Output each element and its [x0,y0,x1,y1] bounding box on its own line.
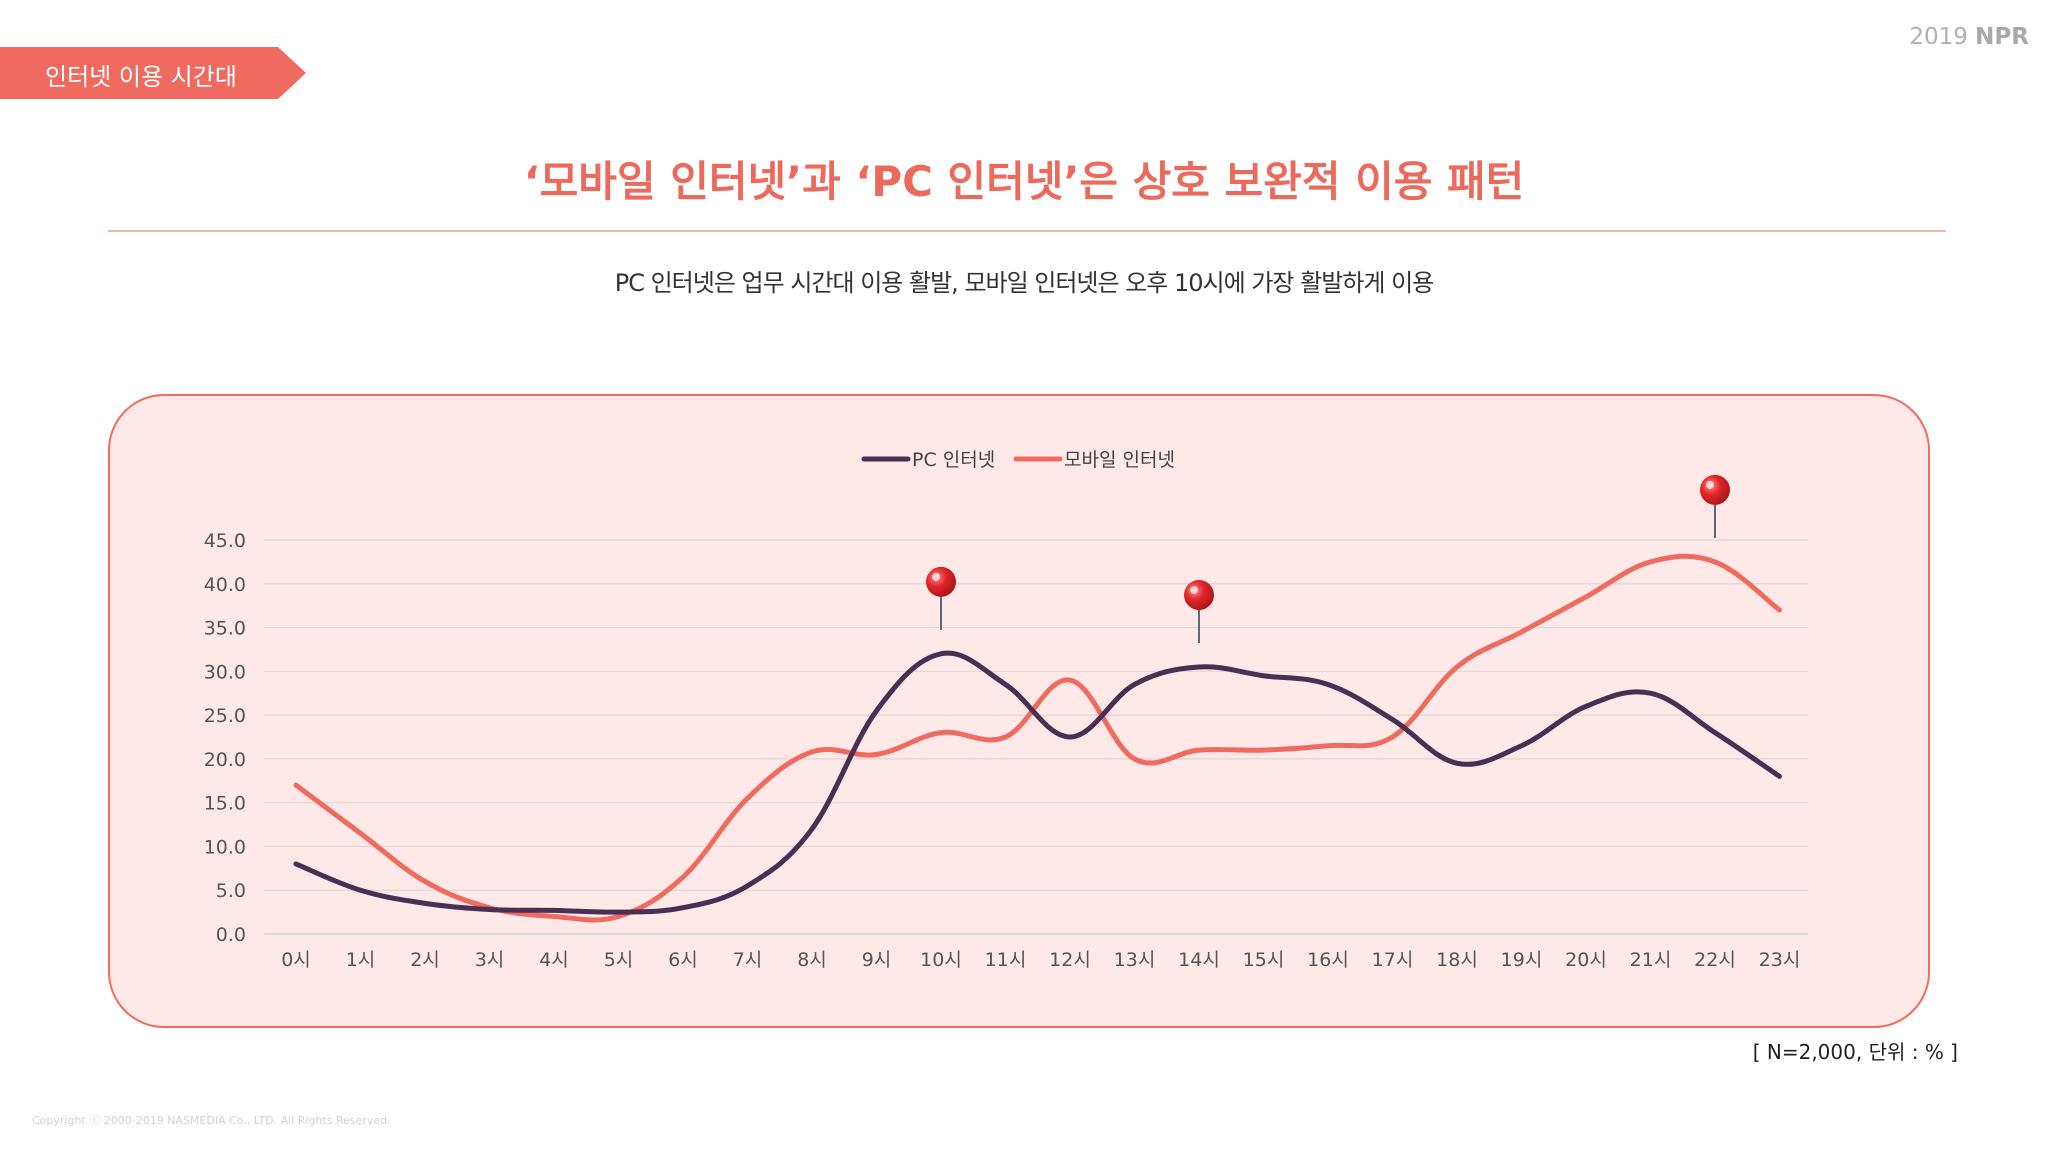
x-tick-label: 6시 [668,949,698,971]
brand-name: NPR [1975,24,2029,50]
legend: PC 인터넷 모바일 인터넷 [861,449,1175,471]
x-tick-label: 1시 [346,949,376,971]
brand-label: 2019 NPR [1909,24,2029,50]
x-tick-label: 5시 [604,949,634,971]
copyright: Copyright ⓒ 2000-2019 NASMEDIA Co., LTD.… [32,1114,391,1127]
series-layer [293,553,1782,923]
y-tick-label: 15.0 [204,793,246,815]
y-tick-label: 35.0 [204,618,246,640]
map-pin-icon [926,566,956,597]
page-subtitle: PC 인터넷은 업무 시간대 이용 활발, 모바일 인터넷은 오후 10시에 가… [614,269,1435,297]
x-tick-label: 15시 [1243,949,1285,971]
title-divider [108,230,1946,232]
x-tick-label: 11시 [985,949,1027,971]
x-tick-label: 9시 [862,949,892,971]
x-tick-label: 4시 [539,949,569,971]
x-tick-label: 16시 [1307,949,1349,971]
map-pin-icon [1700,474,1730,505]
x-tick-label: 19시 [1501,949,1543,971]
pin-highlight [1706,480,1714,489]
y-tick-label: 25.0 [204,705,246,727]
series-line-mobile [293,553,1782,923]
grid-layer [264,539,1808,935]
x-tick-label: 7시 [733,949,763,971]
x-tick-label: 12시 [1049,949,1091,971]
y-tick-label: 40.0 [204,574,246,596]
y-tick-label: 45.0 [204,530,246,552]
y-tick-label: 10.0 [204,836,246,858]
x-tick-label: 3시 [475,949,505,971]
y-tick-label: 30.0 [204,661,246,683]
section-tag-label: 인터넷 이용 시간대 [45,63,237,91]
pin-layer [926,474,1730,643]
legend-label: PC 인터넷 [912,449,995,471]
x-tick-label: 23시 [1759,949,1801,971]
y-tick-label: 20.0 [204,749,246,771]
x-tick-label: 20시 [1565,949,1607,971]
x-tick-label: 22시 [1694,949,1736,971]
page-title: ‘모바일 인터넷’과 ‘PC 인터넷’은 상호 보완적 이용 패턴 [523,157,1525,206]
x-tick-label: 18시 [1436,949,1478,971]
series-line-pc [293,650,1782,915]
y-tick-label: 5.0 [216,880,246,902]
section-tag: 인터넷 이용 시간대 [0,47,306,99]
brand-year: 2019 [1909,24,1968,50]
legend-label: 모바일 인터넷 [1064,449,1175,471]
x-tick-label: 13시 [1114,949,1156,971]
y-tick-label: 0.0 [216,924,246,946]
chart-panel [108,394,1930,1028]
x-tick-label: 17시 [1372,949,1414,971]
x-tick-label: 10시 [920,949,962,971]
pin-highlight [932,572,940,581]
map-pin-icon [1184,579,1214,610]
sample-note: [ N=2,000, 단위 : % ] [1752,1040,1958,1064]
x-axis: 0시 1시 2시 3시 4시 5시 6시 7시 8시 9시 10시 11시 12시 13시 14시 15시 16… [281,949,1800,971]
x-tick-label: 21시 [1630,949,1672,971]
x-tick-label: 0시 [281,949,311,971]
x-tick-label: 14시 [1178,949,1220,971]
pin-highlight [1190,585,1198,594]
x-tick-label: 8시 [797,949,827,971]
x-tick-label: 2시 [410,949,440,971]
y-axis: 45.0 40.0 35.0 30.0 25.0 20.0 15.0 10.0 5.0 0.0 [204,530,246,946]
